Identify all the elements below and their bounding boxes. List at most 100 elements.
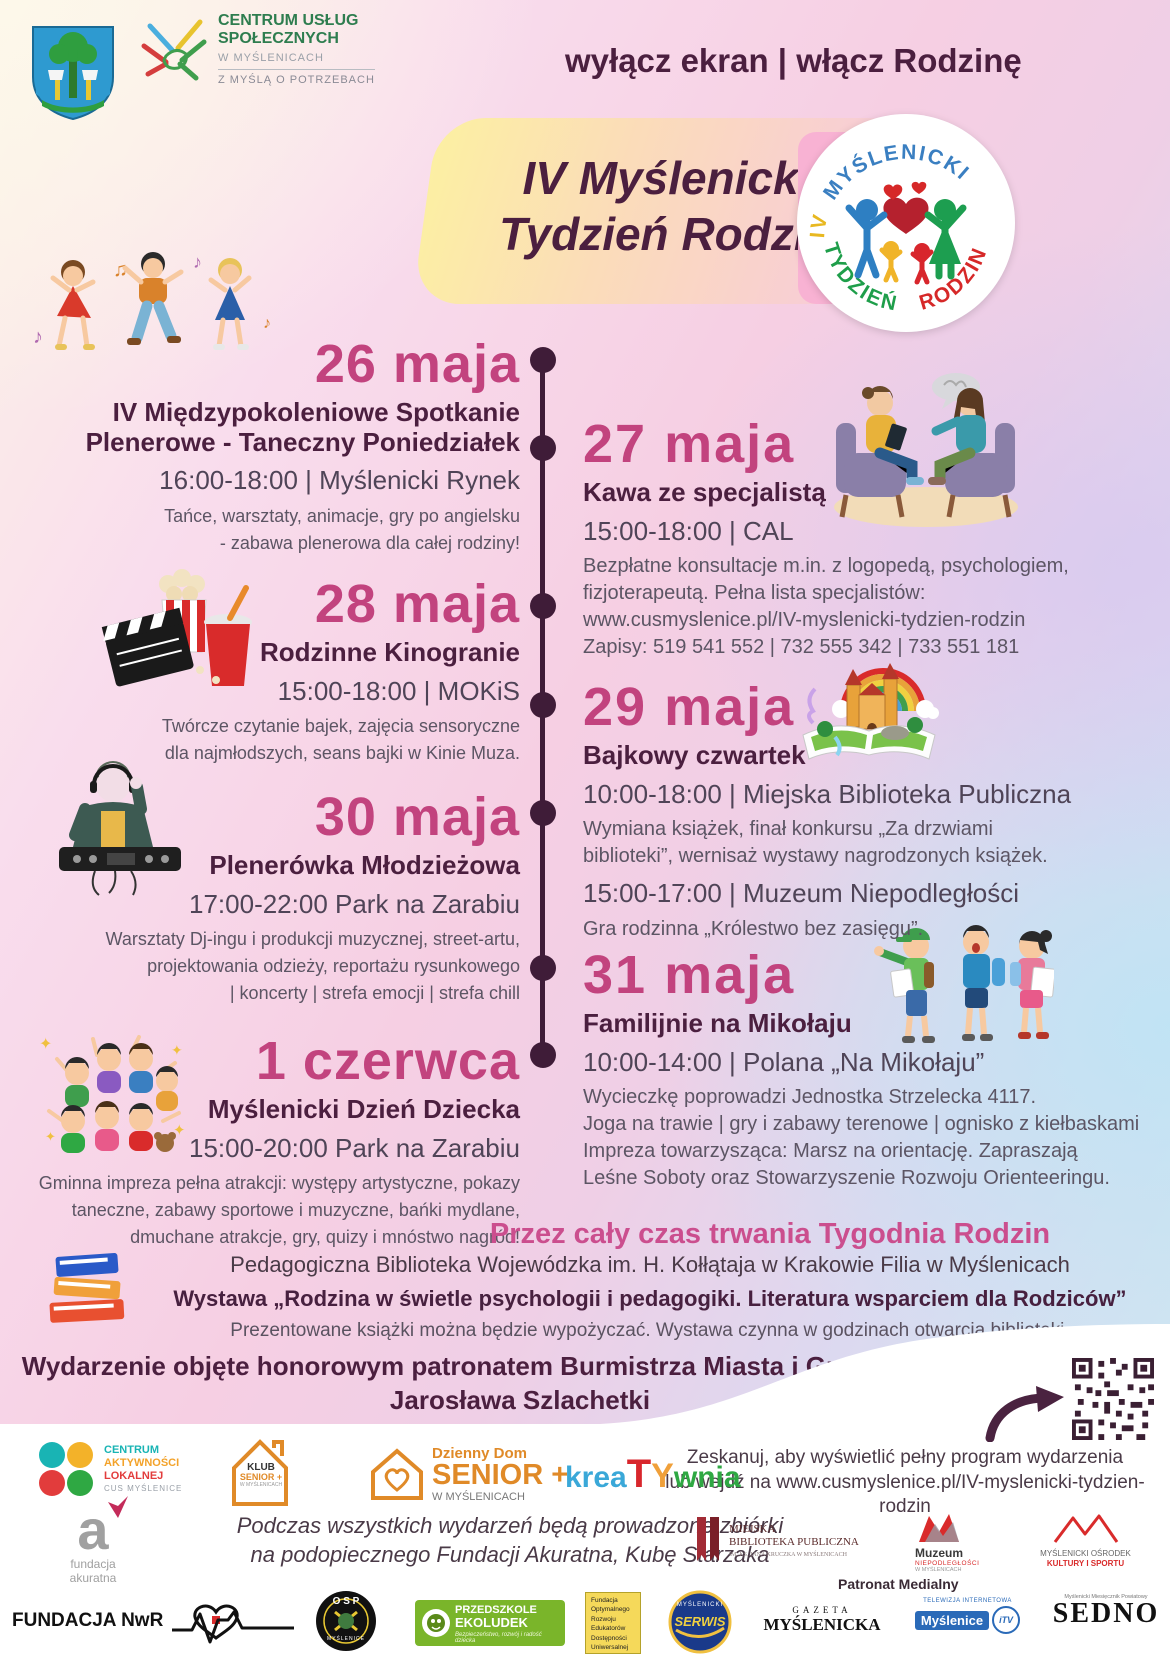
ekoludek-line1: PRZEDSZKOLE bbox=[455, 1604, 537, 1616]
mokis-line2: KULTURY I SPORTU bbox=[1046, 1558, 1125, 1568]
akuratna-line1: fundacja bbox=[70, 1557, 116, 1571]
event-31-maja: 31 maja Familijnie na Mikołaju 10:00-14:… bbox=[583, 946, 1150, 1192]
client bbox=[928, 388, 986, 485]
event-time: 15:00-18:00 | CAL bbox=[583, 515, 794, 546]
sedno-logo: Myślenicki Miesięcznik Powiatowy SEDNO bbox=[1052, 1594, 1160, 1628]
serwis-badge-icon bbox=[668, 1590, 732, 1654]
castle bbox=[845, 663, 899, 730]
mokis-mountains-icon bbox=[1053, 1514, 1118, 1543]
dj-icon bbox=[59, 761, 181, 896]
gazeta-line2: MYŚLENICKA bbox=[763, 1615, 881, 1634]
sedno-line1: Myślenicki Miesięcznik Powiatowy bbox=[1064, 1594, 1148, 1600]
fordu-logo: Fundacja Optymalnego Rozwoju Edukatorów … bbox=[585, 1592, 641, 1654]
muzeum-mark-icon bbox=[919, 1514, 959, 1542]
consultation-icon bbox=[834, 373, 1018, 527]
cal-logo: CENTRUM AKTYWNOŚCI LOKALNEJ CUS MYŚLENIC… bbox=[38, 1441, 182, 1497]
cal-line1: CENTRUM bbox=[104, 1444, 159, 1457]
cal-line3: LOKALNEJ bbox=[104, 1469, 164, 1482]
gazeta-line1: GAZETA bbox=[792, 1605, 852, 1615]
sedno-line2: SEDNO bbox=[1052, 1598, 1160, 1629]
fundacja-akuratna-logo: a fundacja akuratna bbox=[48, 1496, 138, 1586]
footer-wave bbox=[0, 1324, 1170, 1426]
boy bbox=[962, 925, 1005, 1041]
kreatywnia-p1: krea bbox=[565, 1461, 627, 1494]
dancing-children-icon: ♪ ♫ ♪ ♪ bbox=[33, 252, 271, 350]
qr-code bbox=[1072, 1358, 1154, 1440]
timeline-dot bbox=[530, 955, 556, 981]
kreatywnia-figure: Y bbox=[651, 1457, 674, 1495]
cal-line4: CUS MYŚLENICE bbox=[104, 1484, 183, 1494]
clapperboard bbox=[101, 607, 194, 687]
ongoing-info-line: Prezentowane książki można będzie wypoży… bbox=[230, 1320, 1070, 1341]
qr-caption: Zeskanuj, aby wyświetlić pełny program w… bbox=[665, 1447, 1145, 1518]
cus-tagline: Z MYŚLĄ O POTRZEBACH bbox=[218, 68, 375, 86]
timeline-dot bbox=[530, 692, 556, 718]
biblioteka-ribbon-icon bbox=[697, 1517, 719, 1561]
event-description: Twórcze czytanie bajek, zajęcia sensoryc… bbox=[161, 716, 520, 764]
event-time: 10:00-18:00 | Miejska Biblioteka Publicz… bbox=[583, 778, 1072, 809]
svg-text:♪: ♪ bbox=[33, 326, 43, 348]
kreatywnia-p4: wnia bbox=[673, 1461, 741, 1494]
drink-cup bbox=[196, 585, 252, 686]
left-chair bbox=[836, 423, 906, 518]
myslenice-itv-logo: TELEWIZJA INTERNETOWA Myślenice iTV bbox=[910, 1598, 1025, 1634]
event-description: Wymiana książek, finał konkursu „Za drzw… bbox=[583, 818, 1048, 868]
biblioteka-logo: MIEJSKA BIBLIOTEKA PUBLICZNA IM. KS. JAN… bbox=[695, 1515, 859, 1567]
dzienny-line1: Dzienny Dom bbox=[432, 1445, 528, 1462]
serwis-line2: SERWIS bbox=[674, 1614, 726, 1629]
osp-line2: MYŚLENICE bbox=[327, 1636, 365, 1642]
event-29-maja: 29 maja Bajkowy czwartek 10:00-18:00 | M… bbox=[583, 678, 1150, 943]
event-date: 27 maja bbox=[583, 414, 796, 474]
cal-line2: AKTYWNOŚCI bbox=[104, 1457, 180, 1470]
serwis-line1: MYŚLENICKI bbox=[676, 1602, 724, 1608]
fundacja-nwr-logo: FUNDACJA NwR bbox=[12, 1610, 164, 1631]
badge-family-icon bbox=[845, 181, 967, 285]
svg-text:♪: ♪ bbox=[263, 315, 271, 332]
klub-line3: W MYŚLENICACH bbox=[239, 1481, 283, 1488]
event-title: Bajkowy czwartek bbox=[583, 740, 806, 771]
biblioteka-line3: IM. KS. JANA KRUCZKA W MYŚLENICACH bbox=[729, 1552, 847, 1558]
muzeum-line2: NIEPODLEGŁOŚCI bbox=[915, 1560, 980, 1568]
gazeta-myslenicka-logo: GAZETA MYŚLENICKA bbox=[762, 1605, 882, 1635]
ekoludek-logo: PRZEDSZKOLE EKOLUDEK Bezpieczeństwo, roz… bbox=[415, 1600, 565, 1647]
svg-text:♪: ♪ bbox=[193, 252, 202, 272]
cus-name: CENTRUM USŁUG SPOŁECZNYCH bbox=[218, 12, 359, 48]
event-27-maja: 27 maja Kawa ze specjalistą 15:00-18:00 … bbox=[583, 415, 1150, 661]
ekoludek-line3: Bezpieczeństwo, rozwój i radość dziecka bbox=[455, 1632, 542, 1645]
myslenice-coat-of-arms-icon bbox=[32, 26, 114, 121]
event-30-maja: 30 maja Plenerówka Młodzieżowa 17:00-22:… bbox=[15, 788, 520, 1007]
event-time: 15:00-20:00 Park na Zarabiu bbox=[189, 1132, 520, 1163]
biblioteka-line2: BIBLIOTEKA PUBLICZNA bbox=[729, 1536, 859, 1549]
ekoludek-face-icon bbox=[422, 1609, 450, 1637]
kreatywnia-p2: T bbox=[626, 1452, 652, 1496]
cus-logo: CENTRUM USŁUG SPOŁECZNYCH W MYŚLENICACH … bbox=[138, 12, 375, 98]
event-title: Plenerówka Młodzieżowa bbox=[209, 850, 520, 881]
cus-location: W MYŚLENICACH bbox=[218, 51, 324, 64]
event-date: 31 maja bbox=[583, 945, 796, 1005]
svg-text:♫: ♫ bbox=[113, 259, 128, 281]
mokis-line1: MYŚLENICKI OŚRODEK bbox=[1040, 1549, 1131, 1558]
timeline-dot bbox=[530, 435, 556, 461]
mokis-logo: MYŚLENICKI OŚRODEK KULTURY I SPORTU bbox=[1018, 1512, 1153, 1568]
event-title: Familijnie na Mikołaju bbox=[583, 1008, 852, 1039]
badge-prefix: IV bbox=[806, 211, 831, 239]
arrow-to-qr-icon bbox=[985, 1386, 1064, 1442]
event-time: 16:00-18:00 | Myślenicki Rynek bbox=[159, 465, 520, 496]
event-title: Rodzinne Kinogranie bbox=[260, 637, 520, 668]
muzeum-logo: Muzeum NIEPODLEGŁOŚCI W MYŚLENICACH bbox=[915, 1512, 1005, 1573]
timeline-dot bbox=[530, 800, 556, 826]
event-time: 17:00-22:00 Park na Zarabiu bbox=[189, 888, 520, 919]
osp-badge-icon bbox=[316, 1591, 376, 1651]
svg-text:✦: ✦ bbox=[39, 1036, 52, 1053]
svg-text:✦: ✦ bbox=[171, 1042, 183, 1058]
timeline-dot bbox=[530, 1042, 556, 1068]
dzienny-line2: SENIOR + bbox=[432, 1459, 569, 1491]
event-date: 1 czerwca bbox=[255, 1031, 520, 1091]
timeline-dot bbox=[530, 593, 556, 619]
patronat-medialny-label: Patronat Medialny bbox=[838, 1576, 959, 1592]
event-time-2: 15:00-17:00 | Muzeum Niepodległości bbox=[583, 878, 1020, 909]
dzienny-line3: W MYŚLENICACH bbox=[432, 1491, 525, 1503]
itv-line1: TELEWIZJA INTERNETOWA bbox=[923, 1598, 1012, 1604]
event-description-2: Gra rodzinna „Królestwo bez zasięgu”. bbox=[583, 918, 924, 941]
